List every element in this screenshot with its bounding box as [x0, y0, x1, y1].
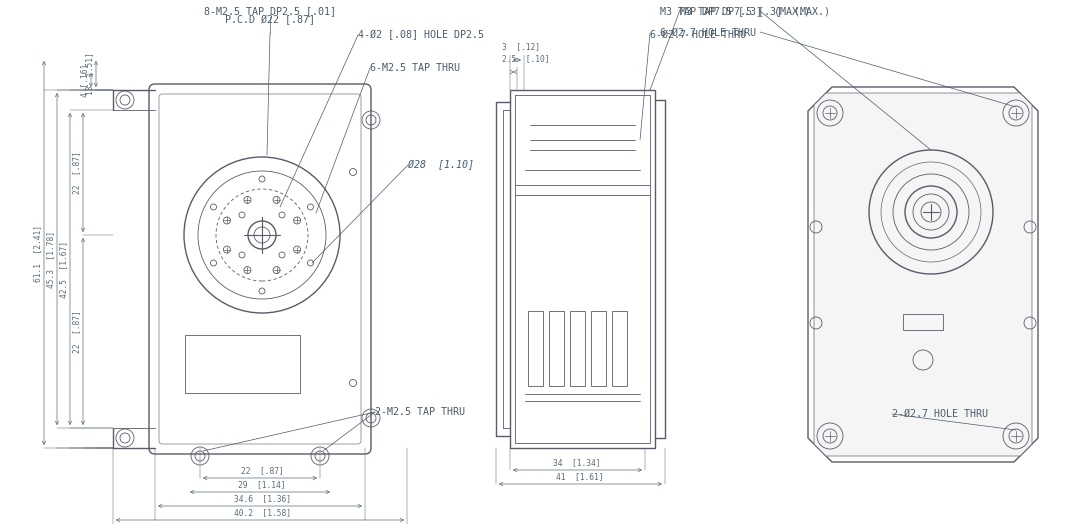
- Text: 41  [1.61]: 41 [1.61]: [556, 472, 603, 481]
- Text: 8-M2.5 TAP DP2.5 [.01]: 8-M2.5 TAP DP2.5 [.01]: [204, 6, 337, 16]
- Text: 4-Ø2 [.08] HOLE DP2.5: 4-Ø2 [.08] HOLE DP2.5: [358, 30, 484, 40]
- Bar: [510, 90, 654, 448]
- Bar: [549, 311, 564, 386]
- Polygon shape: [808, 87, 1038, 462]
- Bar: [612, 311, 627, 386]
- Text: 4 [.16]: 4 [.16]: [79, 64, 89, 96]
- Text: 2-Ø2.7 HOLE THRU: 2-Ø2.7 HOLE THRU: [892, 409, 988, 419]
- Bar: [570, 311, 585, 386]
- Text: 22  [.87]: 22 [.87]: [72, 152, 81, 195]
- Text: Ø28  [1.10]: Ø28 [1.10]: [408, 160, 474, 170]
- Text: 6-M2.5 TAP THRU: 6-M2.5 TAP THRU: [370, 63, 460, 73]
- Text: 34  [1.34]: 34 [1.34]: [553, 458, 601, 467]
- Polygon shape: [813, 93, 1032, 456]
- Bar: [185, 335, 299, 393]
- Text: 61.1  [2.41]: 61.1 [2.41]: [33, 225, 42, 281]
- Text: M3 TAP DP7.5 [.3]  (MAX.): M3 TAP DP7.5 [.3] (MAX.): [680, 6, 830, 16]
- Text: 34.6  [1.36]: 34.6 [1.36]: [233, 494, 291, 503]
- Text: 13  [.51]: 13 [.51]: [85, 52, 94, 95]
- Text: 6-Ø2.7 HOLE THRU: 6-Ø2.7 HOLE THRU: [660, 28, 756, 38]
- Text: 2.5  [.10]: 2.5 [.10]: [502, 54, 550, 63]
- Text: 22  [.87]: 22 [.87]: [72, 311, 81, 354]
- Bar: [903, 314, 943, 330]
- Bar: [515, 95, 650, 443]
- Text: 40.2  [1.58]: 40.2 [1.58]: [233, 508, 291, 517]
- Text: 29  [1.14]: 29 [1.14]: [238, 480, 285, 489]
- Text: 22  [.87]: 22 [.87]: [241, 466, 283, 475]
- Text: 42.5  [1.67]: 42.5 [1.67]: [59, 241, 68, 297]
- Text: M3 TAP DP7.5 [.3]  (MAX.): M3 TAP DP7.5 [.3] (MAX.): [660, 6, 810, 16]
- Text: 6-Ø2.7 HOLE THRU: 6-Ø2.7 HOLE THRU: [650, 30, 746, 40]
- Bar: [528, 311, 543, 386]
- Text: 3  [.12]: 3 [.12]: [502, 42, 540, 51]
- Bar: [591, 311, 605, 386]
- Text: P.C.D Ø22 [.87]: P.C.D Ø22 [.87]: [225, 15, 315, 25]
- Text: 45.3  [1.78]: 45.3 [1.78]: [46, 231, 56, 287]
- Text: 2-M2.5 TAP THRU: 2-M2.5 TAP THRU: [375, 407, 465, 417]
